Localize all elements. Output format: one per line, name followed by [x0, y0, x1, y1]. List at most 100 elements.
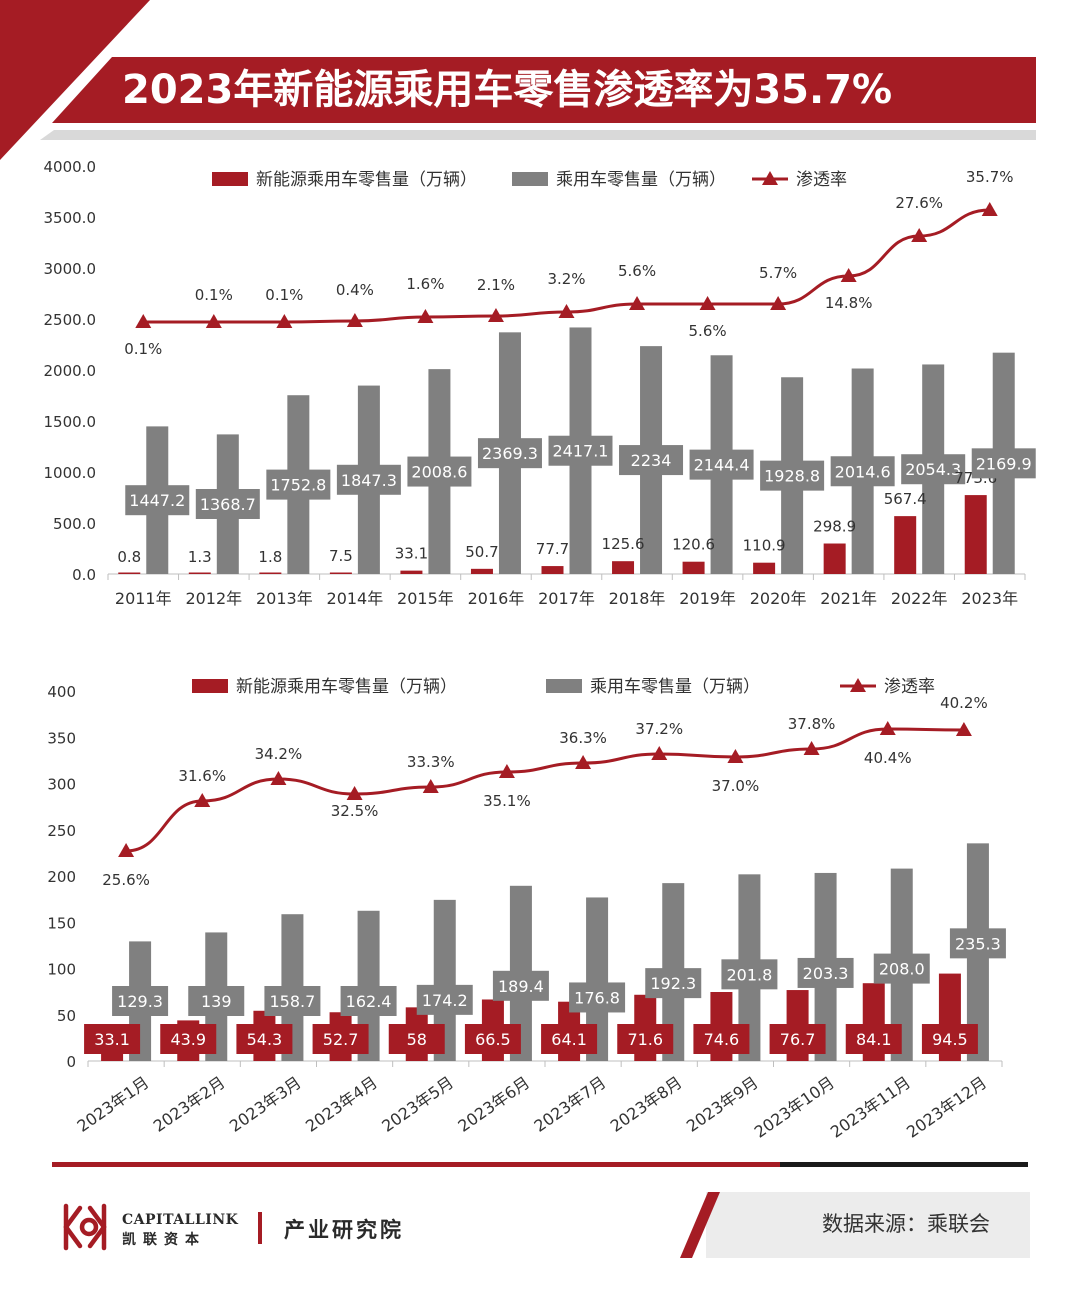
- x-tick-label: 2023年2月: [150, 1073, 229, 1136]
- penetration-marker: [981, 202, 998, 216]
- total-value-label: 1447.2: [129, 491, 185, 510]
- total-label-box: [112, 986, 169, 1016]
- total-value-label: 2417.1: [553, 442, 609, 461]
- penetration-marker: [346, 313, 363, 327]
- legend-label: 乘用车零售量（万辆）: [556, 170, 726, 190]
- total-label-box: [266, 469, 331, 500]
- penetration-marker: [651, 746, 668, 760]
- total-value-label: 2169.9: [976, 454, 1032, 473]
- penetration-label: 1.6%: [406, 275, 444, 293]
- total-label-box: [971, 448, 1036, 479]
- x-tick-label: 2022年: [891, 589, 948, 608]
- y-tick-label: 100: [47, 961, 76, 979]
- total-value-label: 1368.7: [200, 495, 256, 514]
- total-label-box: [492, 970, 549, 1001]
- penetration-marker: [911, 228, 928, 242]
- total-value-label: 176.8: [574, 988, 620, 1007]
- nev-label-box: [845, 1024, 902, 1054]
- penetration-label: 31.6%: [178, 767, 226, 785]
- penetration-marker: [417, 309, 434, 323]
- penetration-marker: [135, 314, 152, 328]
- nev-label-box: [693, 1024, 750, 1054]
- x-tick-label: 2023年5月: [378, 1073, 457, 1136]
- nev-bar: [964, 495, 987, 574]
- total-label-box: [188, 986, 245, 1016]
- total-bar: [433, 899, 456, 1061]
- legend-marker: [850, 678, 866, 692]
- nev-label-box: [769, 1024, 826, 1054]
- total-value-label: 2144.4: [694, 456, 750, 475]
- brand-name-cn: 凯联资本: [122, 1232, 206, 1248]
- nev-label-box: [236, 1024, 293, 1054]
- penetration-marker: [558, 304, 575, 318]
- penetration-label: 35.1%: [483, 792, 531, 810]
- total-label-box: [340, 986, 397, 1016]
- total-label-box: [645, 968, 702, 999]
- total-value-label: 174.2: [422, 991, 468, 1010]
- y-tick-label: 4000.0: [44, 158, 97, 176]
- nev-value-label: 71.6: [627, 1030, 663, 1049]
- total-value-label: 2234: [631, 451, 672, 470]
- penetration-line: [126, 727, 964, 853]
- total-value-label: 235.3: [955, 934, 1001, 953]
- total-label-box: [195, 489, 260, 519]
- nev-bar: [612, 561, 635, 574]
- x-tick-label: 2023年8月: [607, 1073, 686, 1136]
- y-tick-label: 0: [66, 1053, 76, 1071]
- nev-bar: [541, 566, 564, 574]
- penetration-label: 25.6%: [102, 871, 150, 889]
- penetration-marker: [118, 843, 135, 857]
- y-tick-label: 150: [47, 914, 76, 932]
- legend-marker: [762, 171, 778, 185]
- penetration-label: 5.7%: [759, 264, 797, 282]
- x-tick-label: 2012年: [185, 589, 242, 608]
- y-tick-label: 400: [47, 683, 76, 701]
- penetration-label: 3.2%: [547, 270, 585, 288]
- legend-label: 渗透率: [796, 170, 847, 190]
- penetration-label: 32.5%: [331, 802, 379, 820]
- nev-value-label: 64.1: [551, 1030, 587, 1049]
- x-tick-label: 2023年4月: [302, 1073, 381, 1136]
- legend-label: 新能源乘用车零售量（万辆）: [236, 677, 457, 697]
- total-value-label: 162.4: [346, 992, 392, 1011]
- penetration-marker: [276, 314, 293, 328]
- penetration-label: 40.4%: [864, 749, 912, 767]
- penetration-label: 33.3%: [407, 753, 455, 771]
- nev-label-box: [464, 1024, 521, 1054]
- legend-swatch: [212, 172, 248, 186]
- annual-sales-chart: 0.0 500.0 1000.0 1500.0 2000.0 2500.0 3000.0 35…: [44, 158, 1036, 608]
- nev-label-box: [160, 1024, 217, 1054]
- penetration-label: 37.0%: [712, 777, 760, 795]
- nev-value-label: 84.1: [856, 1030, 892, 1049]
- penetration-label: 37.2%: [635, 720, 683, 738]
- total-value-label: 201.8: [727, 965, 773, 984]
- footer-divider-red: [52, 1162, 780, 1167]
- nev-value-label: 58: [407, 1030, 427, 1049]
- penetration-marker: [422, 779, 439, 793]
- total-label-box: [264, 986, 321, 1016]
- x-tick-label: 2013年: [256, 589, 313, 608]
- nev-value-label: 54.3: [247, 1030, 283, 1049]
- total-label-box: [830, 456, 895, 487]
- total-label-box: [477, 438, 542, 469]
- x-tick-label: 2023年3月: [226, 1073, 305, 1136]
- penetration-marker: [840, 268, 857, 282]
- x-tick-label: 2023年1月: [74, 1073, 153, 1136]
- x-tick-label: 2023年12月: [903, 1073, 990, 1142]
- x-tick-label: 2021年: [820, 589, 877, 608]
- x-tick-label: 2020年: [750, 589, 807, 608]
- total-label-box: [416, 984, 473, 1015]
- total-value-label: 203.3: [803, 964, 849, 983]
- penetration-marker: [803, 741, 820, 755]
- penetration-label: 0.1%: [265, 286, 303, 304]
- y-tick-label: 500.0: [53, 515, 96, 533]
- nev-value-label: 74.6: [704, 1030, 740, 1049]
- nev-value-label: 110.9: [743, 537, 786, 555]
- penetration-label: 36.3%: [559, 729, 607, 747]
- legend-label: 新能源乘用车零售量（万辆）: [256, 170, 477, 190]
- monthly-sales-chart: 0501001502002503003504002023年1月2023年2月20…: [47, 677, 1006, 1142]
- penetration-marker: [487, 308, 504, 322]
- x-tick-label: 2014年: [327, 589, 384, 608]
- penetration-label: 0.1%: [195, 286, 233, 304]
- total-label-box: [901, 454, 966, 485]
